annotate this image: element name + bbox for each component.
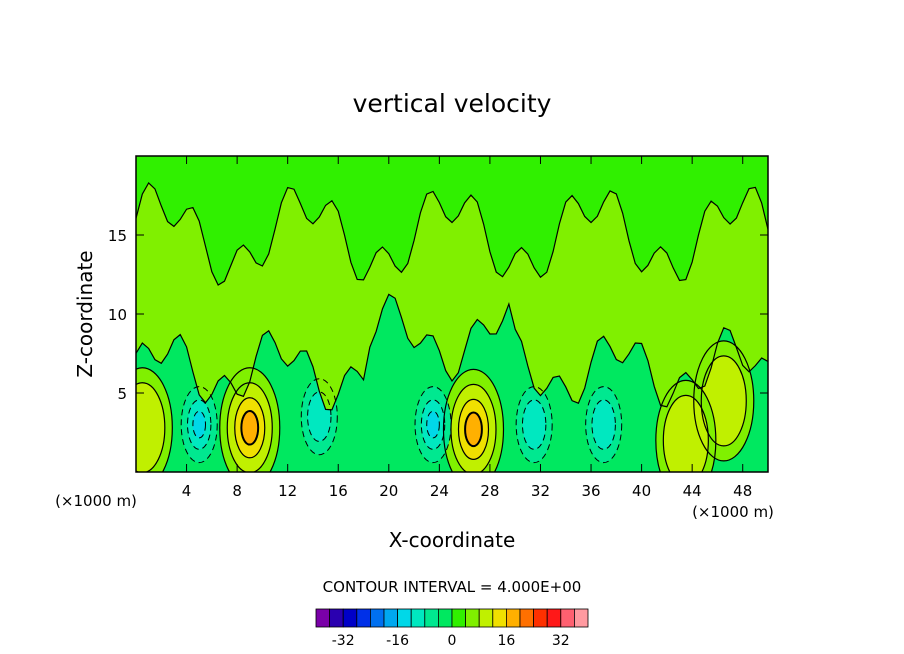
updraft-contour: [700, 355, 747, 447]
colorbar-swatch: [505, 608, 521, 628]
x-tick-label: 16: [329, 482, 348, 500]
colorbar-swatch: [383, 608, 399, 628]
x-tick-label: 36: [581, 482, 600, 500]
x-axis-label: X-coordinate: [389, 528, 516, 552]
x-tick-label: 12: [278, 482, 297, 500]
colorbar-swatch: [437, 608, 453, 628]
downdraft-fill: [591, 399, 616, 450]
colorbar: [315, 608, 589, 628]
contour-lines: [136, 181, 768, 472]
colorbar-swatch: [329, 608, 344, 628]
colorbar-swatch: [492, 608, 507, 628]
colorbar-swatch: [397, 608, 412, 628]
updraft-fill: [465, 412, 482, 447]
updraft-contour: [457, 398, 490, 460]
colorbar-tick-label: 32: [552, 633, 570, 649]
downdraft-fill: [522, 399, 546, 450]
colorbar-swatch: [465, 608, 480, 628]
updraft-contour: [693, 340, 755, 462]
upper-contour: [136, 181, 768, 286]
colorbar-swatch: [533, 608, 548, 628]
downdraft-contour: [585, 386, 623, 464]
downdraft-contour: [521, 399, 547, 450]
y-axis-label: Z-coordinate: [73, 250, 97, 377]
downdraft-contour: [187, 399, 212, 450]
contour-fills: [136, 156, 768, 472]
colorbar-swatch: [478, 608, 494, 628]
x-tick-label: 48: [733, 482, 752, 500]
downdraft-contour: [591, 399, 616, 450]
colorbar-swatch: [519, 608, 535, 628]
x-units-right: (×1000 m): [692, 503, 774, 521]
downdraft-contour: [307, 391, 332, 442]
updraft-fill: [241, 410, 259, 445]
updraft-contour: [655, 379, 717, 472]
colorbar-swatch: [369, 608, 385, 628]
top-region: [136, 156, 768, 286]
downdraft-contour: [420, 399, 446, 450]
chart-title: vertical velocity: [353, 89, 552, 118]
colorbar-tick-label: -32: [332, 633, 355, 649]
updraft-fill: [663, 395, 709, 472]
y-tick-label: 10: [108, 306, 127, 324]
colorbar-tick-label: -16: [386, 633, 409, 649]
downdraft-contour: [192, 410, 206, 439]
x-tick-label: 8: [232, 482, 242, 500]
contour-interval-text: CONTOUR INTERVAL = 4.000E+00: [323, 578, 582, 596]
updraft-contour: [136, 367, 173, 472]
y-tick-label: 5: [117, 385, 127, 403]
updraft-contour: [234, 397, 266, 459]
downdraft-fill: [426, 411, 440, 438]
y-tick-label: 15: [108, 227, 127, 245]
colorbar-swatch: [560, 608, 575, 628]
updraft-contour: [442, 368, 505, 472]
x-tick-label: 32: [531, 482, 550, 500]
x-tick-label: 24: [430, 482, 449, 500]
x-units-left: (×1000 m): [55, 492, 137, 510]
x-tick-label: 44: [683, 482, 702, 500]
updraft-contour: [240, 409, 260, 446]
downdraft-contour: [414, 386, 452, 464]
colorbar-swatch: [342, 608, 358, 628]
colorbar-swatch: [574, 608, 589, 628]
colorbar-labels: -32 -16 0 16 32: [332, 633, 570, 649]
updraft-contour: [464, 411, 483, 448]
colorbar-swatch: [410, 608, 426, 628]
colorbar-tick-label: 0: [448, 633, 457, 649]
x-axis: 4 8 12 16 20 24 28 32 36 40 44 48: [182, 156, 752, 500]
downdraft-fill: [192, 411, 206, 438]
downdraft-contour: [426, 410, 440, 439]
colorbar-swatch: [424, 608, 439, 628]
zero-contour: [136, 293, 768, 411]
updraft-contour: [219, 367, 281, 472]
updraft-contour: [136, 382, 166, 472]
colorbar-swatch: [451, 608, 467, 628]
colorbar-swatch: [546, 608, 562, 628]
x-tick-label: 20: [379, 482, 398, 500]
downdraft-contour: [300, 378, 338, 456]
y-axis: 5 10 15: [108, 227, 768, 403]
updraft-fill: [136, 382, 165, 472]
downdraft-contour: [180, 386, 218, 464]
x-tick-label: 40: [632, 482, 651, 500]
colorbar-swatch: [315, 608, 331, 628]
plot-area: [135, 155, 769, 473]
x-tick-label: 4: [182, 482, 192, 500]
x-tick-label: 28: [480, 482, 499, 500]
updraft-contour: [662, 394, 709, 472]
colorbar-swatch: [356, 608, 371, 628]
colorbar-tick-label: 16: [497, 633, 515, 649]
